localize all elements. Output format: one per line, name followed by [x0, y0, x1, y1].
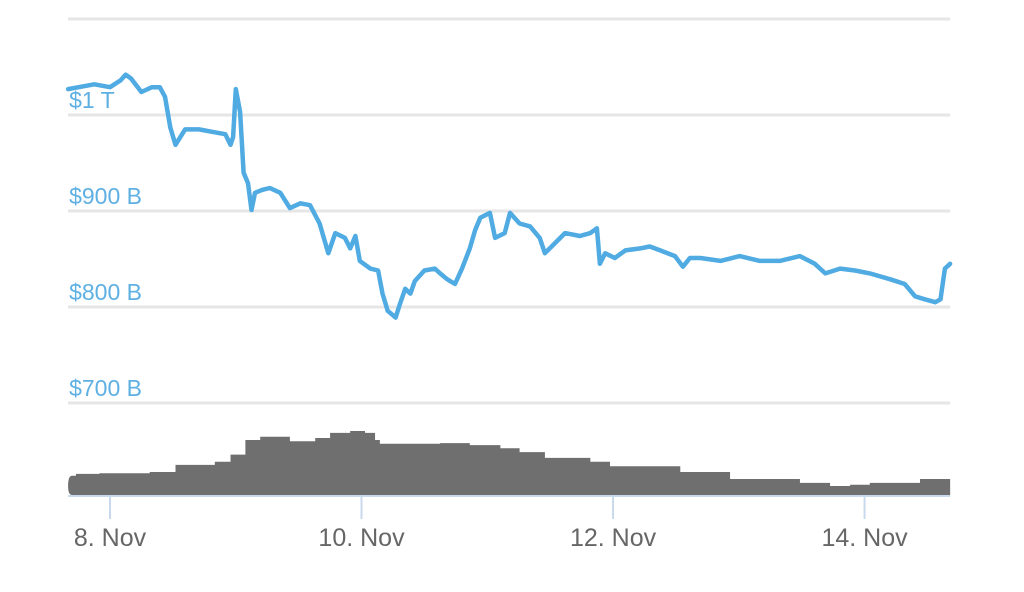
- volume-bar: [245, 440, 260, 495]
- volume-bar: [100, 473, 150, 495]
- y-tick-label: $800 B: [69, 279, 142, 305]
- x-tick-label: 12. Nov: [570, 524, 657, 552]
- volume-bar: [500, 448, 519, 495]
- volume-area: [68, 431, 951, 495]
- x-tick-label: 14. Nov: [821, 524, 908, 552]
- volume-bar: [350, 431, 365, 495]
- y-tick-label: $700 B: [69, 375, 142, 401]
- volume-bar: [730, 479, 800, 495]
- volume-bar: [330, 433, 350, 495]
- market-cap-line: [65, 72, 953, 320]
- x-axis: [68, 495, 951, 519]
- price-line-group: [65, 72, 953, 320]
- x-tick-label: 8. Nov: [74, 524, 147, 552]
- volume-bar: [68, 476, 76, 495]
- x-tick-label: 10. Nov: [318, 524, 405, 552]
- y-tick-label: $900 B: [69, 183, 142, 209]
- volume-bar: [150, 472, 176, 495]
- volume-bar: [215, 462, 231, 495]
- volume-bar: [260, 437, 290, 495]
- volume-bar: [290, 441, 315, 495]
- volume-bar: [830, 486, 850, 495]
- volume-bar: [870, 483, 920, 495]
- volume-bar: [176, 465, 215, 495]
- volume-bar: [545, 458, 590, 495]
- volume-bar: [680, 472, 730, 495]
- volume-bar: [920, 479, 950, 495]
- volume-bar: [231, 455, 246, 495]
- volume-bar: [76, 474, 100, 495]
- volume-bar: [520, 452, 545, 495]
- y-tick-label: $1 T: [69, 87, 115, 113]
- volume-bar: [850, 485, 870, 495]
- volume-bar: [380, 444, 440, 495]
- volume-bar: [365, 433, 375, 495]
- volume-bar: [315, 438, 330, 495]
- volume-bar: [590, 462, 610, 495]
- volume-bar: [470, 445, 501, 495]
- volume-area-group: [68, 431, 951, 495]
- volume-bar: [610, 466, 680, 495]
- y-axis-labels: $1 T $900 B $800 B $700 B: [69, 87, 142, 401]
- volume-bar: [800, 483, 830, 495]
- volume-bar: [375, 440, 380, 495]
- x-axis-labels: 8. Nov 10. Nov 12. Nov 14. Nov: [74, 524, 908, 552]
- volume-bar: [440, 443, 470, 495]
